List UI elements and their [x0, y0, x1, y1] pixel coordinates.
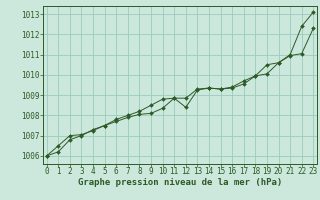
X-axis label: Graphe pression niveau de la mer (hPa): Graphe pression niveau de la mer (hPa)	[78, 178, 282, 187]
